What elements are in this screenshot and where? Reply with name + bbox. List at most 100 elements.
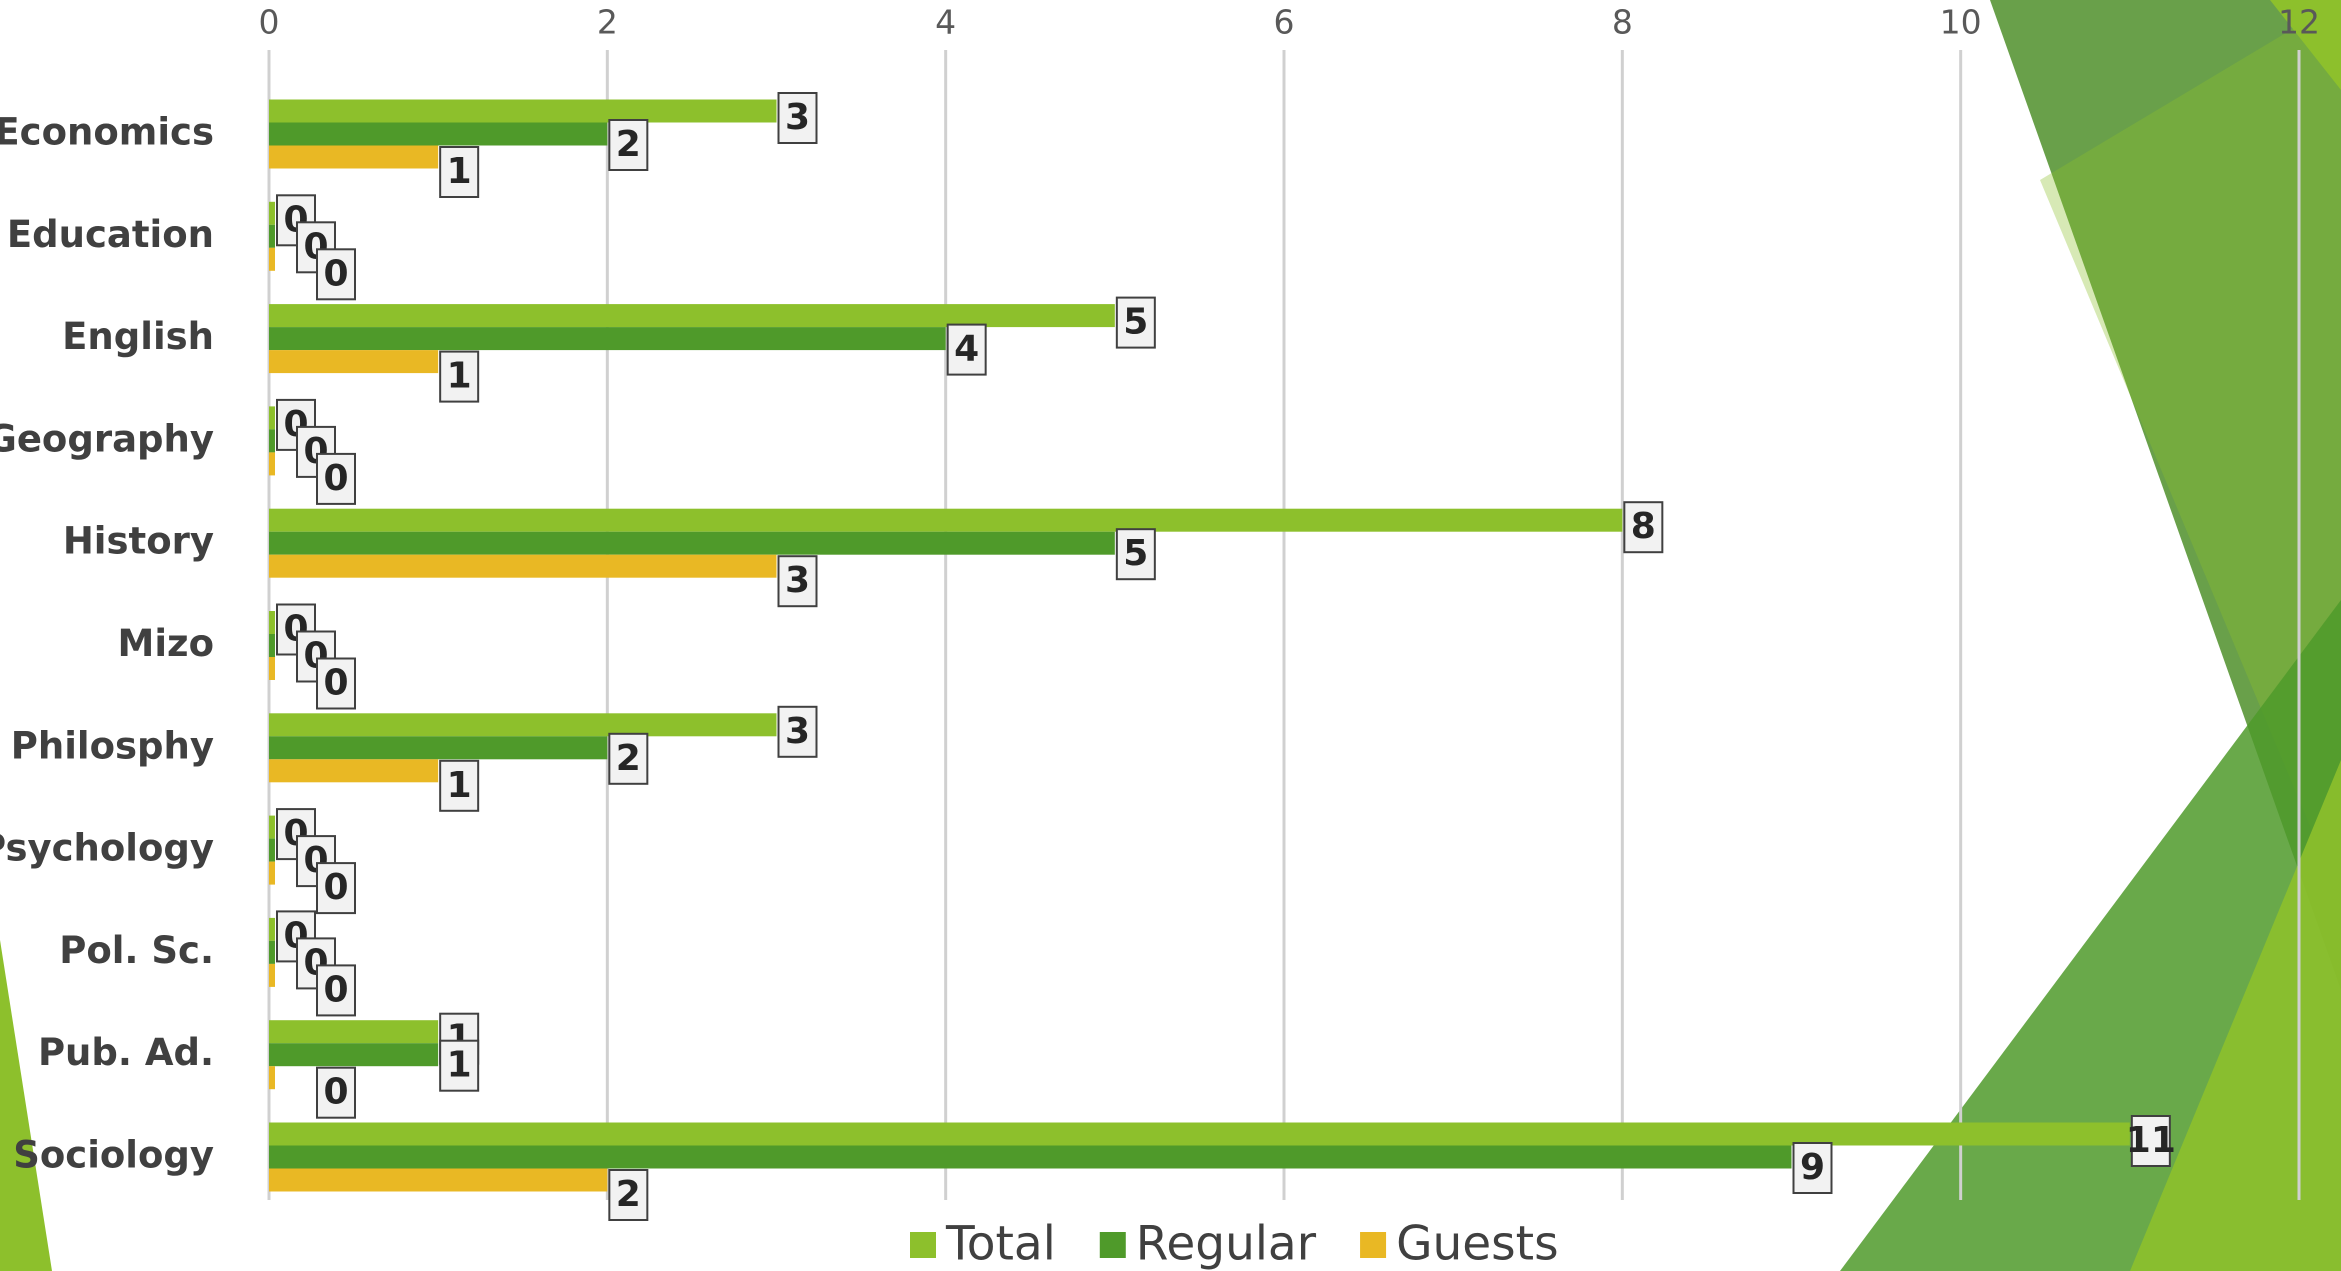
data-label: 2 xyxy=(616,738,641,779)
data-label-box xyxy=(777,555,818,608)
bar xyxy=(269,657,275,680)
data-label: 9 xyxy=(1800,1147,1825,1188)
bar xyxy=(269,145,439,169)
data-label: 3 xyxy=(785,560,810,601)
category-label: Geography xyxy=(0,417,214,460)
x-tick-label: 4 xyxy=(935,3,956,42)
bar xyxy=(269,838,275,862)
legend-swatch xyxy=(910,1232,936,1258)
category-label: History xyxy=(63,520,214,563)
bar xyxy=(269,452,275,476)
legend-swatch xyxy=(1360,1232,1387,1258)
bar xyxy=(269,736,608,760)
bar xyxy=(269,861,275,885)
bar xyxy=(269,224,275,248)
data-label: 8 xyxy=(1631,506,1656,547)
data-label-box xyxy=(777,705,818,758)
data-label: 5 xyxy=(1123,533,1148,574)
data-label: 2 xyxy=(616,1174,641,1215)
data-label: 1 xyxy=(447,151,472,192)
bar xyxy=(269,963,275,987)
bar xyxy=(269,531,1115,555)
data-label-box xyxy=(439,350,480,403)
legend-label: Regular xyxy=(1136,1217,1317,1271)
bar xyxy=(269,554,777,578)
legend-label: Total xyxy=(945,1217,1056,1271)
bar xyxy=(269,1122,2130,1146)
category-label: Pub. Ad. xyxy=(38,1031,214,1074)
legend-swatch xyxy=(1099,1232,1126,1258)
data-label: 0 xyxy=(323,969,348,1010)
data-label: 2 xyxy=(616,124,641,165)
data-label: 1 xyxy=(447,356,472,397)
x-tick-label: 6 xyxy=(1274,3,1295,42)
x-tick-label: 2 xyxy=(597,3,618,42)
data-label-box xyxy=(316,452,356,505)
bar xyxy=(269,99,777,123)
data-label: 0 xyxy=(323,253,348,294)
category-label: Education xyxy=(7,213,214,256)
bar xyxy=(269,1168,608,1192)
data-label-box xyxy=(316,1066,356,1119)
data-label-box xyxy=(316,657,356,710)
bar xyxy=(269,713,777,737)
data-label-box xyxy=(1792,1142,1833,1194)
bar xyxy=(269,1043,439,1067)
data-label: 0 xyxy=(323,663,348,704)
data-label: 3 xyxy=(785,97,810,138)
data-label: 3 xyxy=(785,711,810,752)
data-label-box xyxy=(1115,528,1156,581)
bar xyxy=(269,508,1623,532)
bar xyxy=(269,429,275,453)
data-label-box xyxy=(316,248,356,301)
data-label-box xyxy=(946,323,987,376)
category-label: English xyxy=(62,315,214,358)
bar xyxy=(269,1020,439,1044)
data-label-box xyxy=(439,146,480,198)
data-label: 0 xyxy=(323,867,348,908)
data-label: 1 xyxy=(447,1045,472,1086)
data-label-box xyxy=(608,1169,649,1221)
data-label-box xyxy=(439,759,480,812)
bar xyxy=(269,350,439,374)
data-label: 0 xyxy=(323,1072,348,1113)
legend-label: Guests xyxy=(1396,1217,1559,1271)
bar xyxy=(269,122,608,146)
bar xyxy=(269,327,946,351)
data-label: 0 xyxy=(323,458,348,499)
bar xyxy=(269,201,275,225)
category-label: Economics xyxy=(0,111,214,154)
x-tick-label: 8 xyxy=(1612,3,1633,42)
bar xyxy=(269,304,1115,328)
bar xyxy=(269,917,275,941)
data-label: 4 xyxy=(954,329,979,370)
data-label-box xyxy=(1623,501,1664,554)
category-label: Philosphy xyxy=(11,724,214,767)
data-label-box xyxy=(608,119,649,171)
bar xyxy=(269,1145,1792,1169)
bar xyxy=(269,815,275,839)
data-label-box xyxy=(1115,296,1156,349)
bar xyxy=(269,611,275,634)
bar xyxy=(269,940,275,964)
x-tick-label: 12 xyxy=(2278,3,2320,42)
category-label: Mizo xyxy=(118,622,214,665)
data-label-box xyxy=(608,732,649,785)
x-tick-label: 0 xyxy=(259,3,280,42)
data-label: 1 xyxy=(447,765,472,806)
bar xyxy=(269,634,275,657)
x-tick-label: 10 xyxy=(1940,3,1982,42)
category-label: Pol. Sc. xyxy=(59,929,214,972)
data-label-box xyxy=(777,92,818,144)
data-label-box xyxy=(316,964,356,1017)
bar xyxy=(269,759,439,783)
data-label: 11 xyxy=(2126,1120,2176,1161)
data-label-box xyxy=(2130,1115,2171,1167)
bar xyxy=(269,406,275,430)
category-label: Psychology xyxy=(0,827,214,870)
bar xyxy=(269,247,275,271)
category-label: Sociology xyxy=(13,1134,214,1177)
data-label-box xyxy=(316,862,356,915)
